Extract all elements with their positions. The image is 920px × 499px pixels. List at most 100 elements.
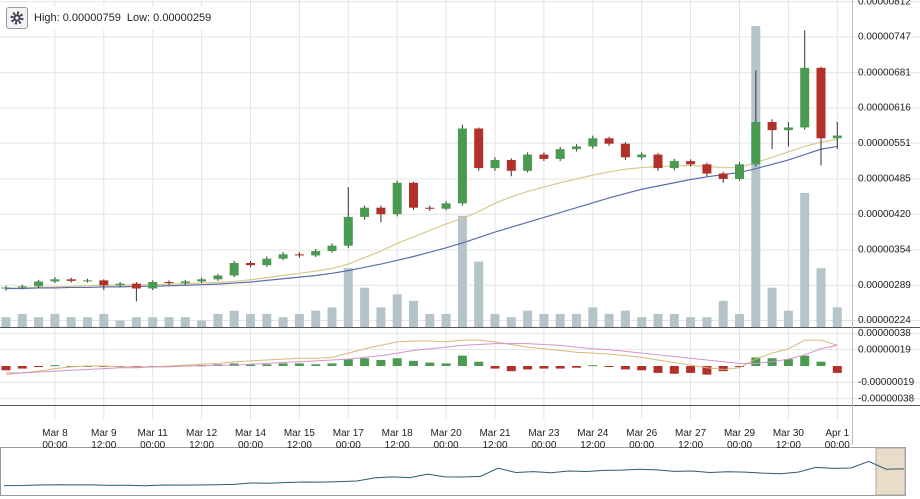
candle-body (311, 251, 321, 256)
candle-body (278, 254, 288, 259)
navigator-line (3, 460, 905, 487)
x-tick-label: Mar 14 00:00 (234, 428, 267, 451)
candle-body (441, 203, 451, 209)
candle-body (686, 161, 696, 165)
macd-bar (278, 363, 288, 366)
volume-bar (180, 317, 190, 327)
macd-bar (539, 366, 549, 369)
y-tick-label: 0.00000354 (858, 245, 911, 256)
candle-body (197, 279, 207, 282)
candle-body (800, 67, 810, 128)
macd-line (5, 339, 838, 376)
settings-button[interactable] (6, 7, 28, 29)
candle-body (262, 258, 272, 266)
candle-body (392, 182, 402, 215)
x-tick-label: Mar 12 12:00 (186, 428, 218, 451)
candle-body (164, 281, 174, 284)
macd-bar (376, 359, 386, 366)
macd-bar (490, 366, 500, 369)
x-tick-label: Mar 27 12:00 (675, 428, 707, 451)
volume-bar (115, 320, 125, 327)
volume-bar (572, 313, 581, 327)
volume-bar (392, 294, 402, 327)
candle-body (783, 127, 793, 131)
candle-body (474, 128, 484, 169)
y-tick-label: 0.00000420 (858, 209, 911, 220)
volume-bar (34, 317, 44, 327)
candle-body (229, 263, 239, 276)
macd-bar (816, 361, 826, 366)
candle-body (588, 138, 598, 147)
macd-bar (572, 366, 581, 368)
volume-bar (148, 317, 158, 327)
candle-body (294, 254, 304, 256)
y-tick-label: 0.00000224 (858, 315, 911, 326)
x-tick-label: Mar 21 12:00 (479, 428, 511, 451)
volume-bar (637, 317, 647, 327)
low-label: Low: 0.00000259 (126, 12, 212, 24)
y-tick-label: 0.00000485 (858, 174, 911, 185)
volume-bar (702, 317, 712, 327)
volume-bar (311, 310, 321, 327)
candle-body (246, 263, 255, 266)
volume-bar (1, 317, 11, 327)
candle-body (343, 216, 353, 246)
x-tick-label: Mar 15 12:00 (283, 428, 315, 451)
macd-bar (588, 365, 598, 367)
volume-bar (66, 317, 76, 327)
volume-bar (523, 310, 533, 327)
x-tick-label: Mar 17 00:00 (332, 428, 364, 451)
macd-bar (637, 366, 647, 371)
volume-bar (718, 300, 728, 327)
volume-bar (246, 313, 255, 327)
volume-bar (751, 26, 761, 327)
candle-body (653, 154, 663, 169)
macd-bar (523, 366, 533, 370)
macd-bar (17, 366, 27, 369)
y-tick-label: 0.00000681 (858, 67, 911, 78)
macd-bar (474, 361, 484, 366)
volume-bar (539, 313, 549, 327)
x-tick-label: Mar 9 12:00 (91, 428, 117, 451)
candle-body (66, 279, 76, 281)
macd-bar (832, 366, 842, 373)
candle-body (34, 281, 44, 287)
candle-body (148, 281, 158, 289)
moving-average-line (6, 145, 838, 290)
candle-body (99, 280, 109, 286)
volume-bar (278, 317, 288, 327)
volume-bar (588, 307, 598, 327)
candle-body (523, 154, 533, 171)
moving-average-line (5, 138, 838, 290)
candle-body (572, 146, 581, 150)
candle-body (669, 161, 679, 169)
volume-bar (294, 313, 304, 327)
candle-body (539, 154, 549, 159)
volume-bar (653, 313, 663, 327)
volume-bar (620, 310, 630, 327)
x-tick-label: Mar 18 12:00 (381, 428, 413, 451)
candle-body (604, 138, 614, 144)
candle-body (409, 182, 418, 208)
x-tick-label: Mar 29 00:00 (723, 428, 756, 451)
volume-bar (686, 317, 696, 327)
candle-body (832, 135, 842, 139)
volume-bar (99, 313, 109, 327)
gear-icon (10, 11, 24, 25)
candle-body (490, 159, 500, 169)
y-tick-label: 0.00000551 (858, 138, 911, 149)
x-tick-label: Mar 8 00:00 (42, 428, 68, 451)
x-tick-label: Apr 1 00:00 (824, 428, 850, 451)
volume-bar (229, 310, 239, 327)
macd-bar (506, 366, 516, 372)
y-tick-label: -0.00000019 (858, 377, 915, 388)
candle-body (213, 275, 223, 280)
volume-bar (83, 317, 92, 327)
macd-bar (50, 365, 60, 367)
macd-bar (343, 359, 353, 366)
candle-body (620, 143, 630, 158)
macd-bar (34, 366, 44, 367)
candle-body (637, 154, 647, 158)
candle-body (767, 122, 777, 131)
candle-body (1, 287, 11, 289)
